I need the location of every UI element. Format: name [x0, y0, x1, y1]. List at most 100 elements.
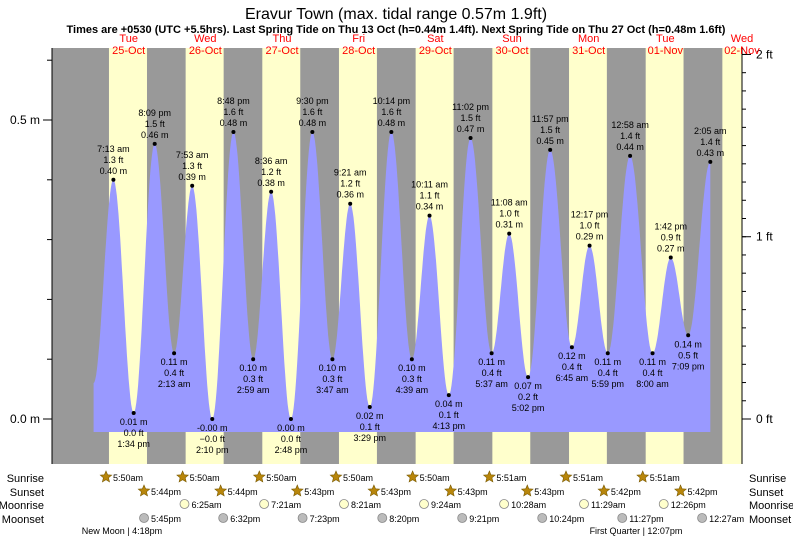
tide-height-ft: 0.0 ft	[281, 434, 302, 444]
tide-height-m: 0.14 m	[674, 339, 702, 349]
tide-height-m: 0.02 m	[356, 411, 384, 421]
sunset-time: 5:43pm	[381, 487, 411, 497]
day-name: Tue	[656, 33, 675, 45]
tide-area	[93, 132, 711, 432]
moonset-time: 9:21pm	[469, 514, 499, 524]
tide-height-m: 0.12 m	[558, 351, 586, 361]
day-date: 01-Nov	[648, 45, 684, 57]
tide-height-ft: 1.2 ft	[261, 167, 282, 177]
tide-time: 7:09 pm	[672, 361, 705, 371]
left-tick-label: 0.0 m	[10, 412, 40, 426]
day-date: 25-Oct	[112, 45, 145, 57]
tide-height-ft: 1.5 ft	[145, 119, 166, 129]
day-date: 31-Oct	[572, 45, 605, 57]
sunrise-time: 5:50am	[343, 473, 373, 483]
sunrise-row-label: Sunrise	[7, 473, 44, 485]
tide-time: 11:08 am	[491, 198, 528, 208]
tide-time: 12:58 am	[611, 120, 649, 130]
tide-height-ft: 1.6 ft	[302, 107, 323, 117]
day-name: Fri	[352, 33, 365, 45]
tide-height-ft: 1.6 ft	[381, 107, 402, 117]
tide-height-m: 0.27 m	[657, 244, 685, 254]
tide-height-m: 0.48 m	[299, 118, 327, 128]
moonset-icon	[457, 513, 468, 523]
tide-annotations: 7:13 am1.3 ft0.40 m0.01 m0.0 ft1:34 pm8:…	[97, 96, 726, 455]
tide-height-ft: 0.3 ft	[243, 374, 264, 384]
tide-point	[231, 129, 236, 134]
chart-subtitle: Times are +0530 (UTC +5.5hrs). Last Spri…	[67, 24, 726, 36]
sunrise-icon	[406, 470, 420, 483]
sunset-row-label: Sunset	[10, 487, 44, 499]
tide-time: 9:21 am	[334, 168, 367, 178]
tide-height-m: 0.36 m	[336, 190, 364, 200]
tide-point	[310, 129, 315, 134]
sunset-icon	[444, 484, 458, 497]
tide-time: 2:59 am	[237, 385, 270, 395]
sunrise-time: 5:50am	[420, 473, 450, 483]
right-tick-label: 0 ft	[756, 412, 773, 426]
moonset-time: 5:45pm	[151, 514, 181, 524]
tide-time: 4:13 pm	[433, 421, 466, 431]
sunset-row-label-right: Sunset	[749, 487, 783, 499]
moonset-row-label-right: Moonset	[749, 514, 791, 526]
moonrise-time: 7:21am	[271, 500, 301, 510]
tide-height-ft: 1.1 ft	[420, 191, 441, 201]
day-name: Mon	[578, 33, 599, 45]
tide-height-m: 0.38 m	[257, 178, 285, 188]
sunset-icon	[520, 484, 534, 497]
tide-point	[389, 129, 394, 134]
moonset-icon	[218, 513, 229, 523]
tide-height-m: 0.01 m	[120, 417, 148, 427]
tide-time: 10:14 pm	[373, 96, 411, 106]
sunrise-time: 5:50am	[190, 473, 220, 483]
tide-time: 4:39 am	[396, 385, 429, 395]
moonset-time: 11:27pm	[629, 514, 663, 524]
moonrise-time: 11:29am	[591, 500, 625, 510]
tide-height-m: 0.11 m	[594, 357, 621, 367]
tide-point	[288, 417, 293, 421]
tide-point	[507, 231, 512, 236]
tide-time: 6:45 am	[556, 373, 589, 383]
tide-height-m: 0.45 m	[536, 136, 564, 146]
tide-height-m: 0.11 m	[478, 357, 505, 367]
tide-point	[489, 351, 494, 356]
sunset-icon	[290, 484, 304, 497]
tide-height-m: 0.10 m	[239, 363, 267, 373]
moonrise-icon	[259, 499, 270, 509]
tide-point	[172, 351, 177, 356]
moonrise-row-label: Moonrise	[0, 500, 44, 512]
tide-point	[569, 345, 574, 350]
tide-point	[269, 189, 274, 194]
chart-title: Eravur Town (max. tidal range 0.57m 1.9f…	[245, 6, 547, 23]
tide-point	[152, 141, 157, 146]
sunrise-row-label-right: Sunrise	[749, 473, 786, 485]
day-date: 02-Nov	[724, 45, 760, 57]
sunset-time: 5:43pm	[534, 487, 564, 497]
tide-height-ft: 1.6 ft	[223, 107, 244, 117]
tide-time: 8:48 pm	[217, 96, 250, 106]
tide-time: 8:09 pm	[138, 108, 171, 118]
sunrise-icon	[176, 470, 190, 483]
tide-time: 7:13 am	[97, 144, 130, 154]
tide-point	[605, 351, 610, 356]
moonset-icon	[377, 513, 388, 523]
tide-point	[427, 213, 432, 218]
sunrise-time: 5:50am	[113, 473, 143, 483]
sunset-icon	[214, 484, 228, 497]
sunset-icon	[367, 484, 381, 497]
tide-time: 11:57 pm	[532, 114, 569, 124]
moonrise-icon	[419, 499, 429, 509]
tide-time: 8:00 am	[636, 379, 669, 389]
tide-height-ft: 1.5 ft	[461, 113, 482, 123]
sunrise-icon	[559, 470, 573, 483]
moonrise-icon	[179, 499, 190, 509]
tide-point	[650, 351, 655, 356]
moonrise-time: 6:25am	[191, 500, 221, 510]
sunset-time: 5:42pm	[688, 487, 718, 497]
tide-point	[446, 393, 451, 398]
tide-time: 3:47 am	[316, 385, 349, 395]
tide-height-m: 0.34 m	[416, 202, 444, 212]
tide-time: 2:13 am	[158, 379, 191, 389]
sunset-time: 5:44pm	[151, 487, 181, 497]
